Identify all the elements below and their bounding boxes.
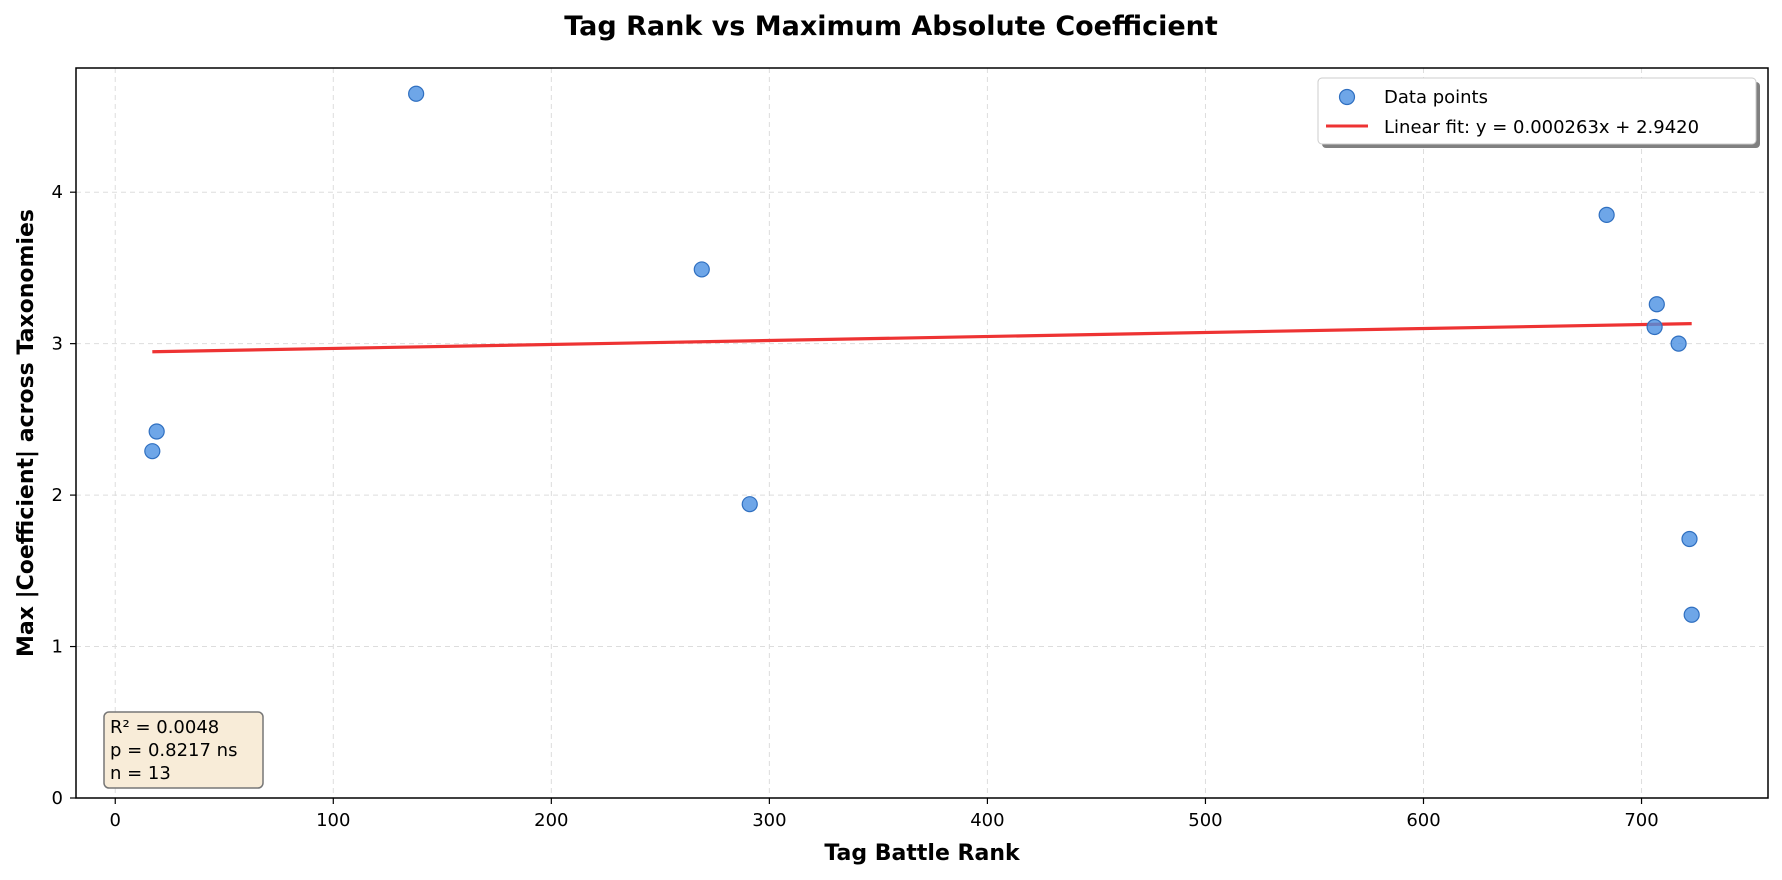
- x-tick-label: 400: [970, 810, 1004, 831]
- legend: Data points Linear fit: y = 0.000263x + …: [1317, 77, 1760, 148]
- legend-label-data-points: Data points: [1384, 87, 1488, 108]
- stats-box: R² = 0.0048 p = 0.8217 ns n = 13: [103, 711, 264, 789]
- y-axis-ticks: 0 1 2 3 4: [52, 182, 76, 809]
- stats-box-background: [103, 711, 264, 789]
- plot-area: [75, 67, 1769, 799]
- y-tick-label: 0: [52, 788, 63, 809]
- y-axis-label: Max |Coefficient| across Taxonomies: [14, 209, 39, 657]
- data-point: [1646, 318, 1663, 336]
- data-point: [148, 423, 165, 440]
- data-point: [1648, 296, 1665, 313]
- y-tick-label: 1: [52, 637, 63, 658]
- data-point: [1683, 606, 1700, 623]
- data-point: [1598, 206, 1615, 224]
- x-tick-label: 0: [110, 810, 121, 831]
- legend-box: [1317, 77, 1757, 145]
- x-tick-label: 600: [1406, 810, 1440, 831]
- data-points: [144, 85, 1700, 623]
- y-tick-label: 3: [52, 334, 63, 355]
- linear-fit-line: [152, 322, 1692, 354]
- y-tick-label: 4: [52, 182, 63, 203]
- x-axis-label: Tag Battle Rank: [824, 841, 1021, 866]
- stats-n: n = 13: [110, 763, 171, 784]
- data-point: [1681, 530, 1698, 548]
- legend-label-linear-fit: Linear fit: y = 0.000263x + 2.9420: [1384, 117, 1699, 138]
- x-axis-ticks: 0 100 200 300 400 500 600 700: [110, 798, 1659, 831]
- x-tick-label: 500: [1188, 810, 1222, 831]
- y-tick-label: 2: [52, 485, 63, 506]
- fit-line-layer: [152, 322, 1692, 354]
- x-tick-label: 300: [752, 810, 786, 831]
- data-point: [693, 261, 710, 278]
- legend-marker-data-points: [1338, 88, 1356, 106]
- stats-p-value: p = 0.8217 ns: [110, 740, 237, 761]
- x-tick-label: 200: [534, 810, 568, 831]
- stats-r-squared: R² = 0.0048: [110, 717, 219, 738]
- data-point: [741, 496, 758, 513]
- data-point: [1670, 335, 1687, 352]
- x-tick-label: 700: [1624, 810, 1658, 831]
- grid: [76, 68, 1768, 799]
- x-tick-label: 100: [316, 810, 350, 831]
- data-point: [408, 85, 425, 102]
- chart-title: Tag Rank vs Maximum Absolute Coefficient: [564, 11, 1218, 42]
- data-point: [144, 443, 161, 460]
